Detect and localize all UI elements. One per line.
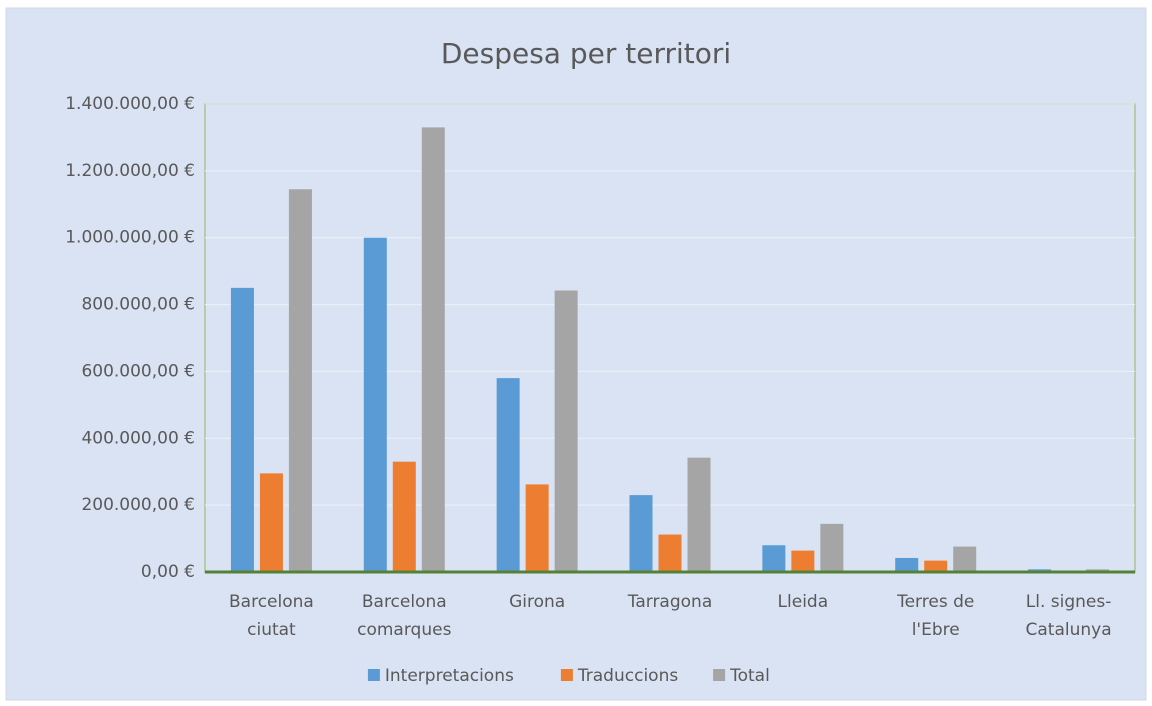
legend-swatch xyxy=(560,669,573,681)
bar xyxy=(525,484,549,572)
y-tick-label: 0,00 € xyxy=(141,562,195,582)
bar xyxy=(392,461,416,572)
legend-label: Total xyxy=(729,666,770,686)
x-tick-label-line: ciutat xyxy=(247,620,296,640)
bar xyxy=(554,290,578,572)
x-tick-label: Girona xyxy=(509,592,565,612)
bar xyxy=(629,495,653,572)
x-tick-label-line: Tarragona xyxy=(627,592,712,612)
legend-label: Interpretacions xyxy=(385,666,514,686)
y-tick-label: 1.000.000,00 € xyxy=(65,228,195,248)
bar xyxy=(820,523,844,572)
y-tick-label: 200.000,00 € xyxy=(81,495,195,515)
x-tick-label-line: comarques xyxy=(357,620,451,640)
x-tick-label: Ll. signes- Catalunya xyxy=(1026,592,1112,640)
x-tick-label-line: Barcelona xyxy=(362,592,447,612)
x-tick-label-line: Terres de xyxy=(896,592,974,612)
y-tick-label: 1.400.000,00 € xyxy=(65,94,195,114)
y-tick-label: 800.000,00 € xyxy=(81,295,195,315)
x-tick-label-line: Lleida xyxy=(778,592,829,612)
x-tick-label-line: Catalunya xyxy=(1026,620,1112,640)
x-tick-label: Tarragona xyxy=(627,592,712,612)
bar xyxy=(791,550,815,572)
chart-title: Despesa per territori xyxy=(441,37,731,70)
y-tick-label: 600.000,00 € xyxy=(81,361,195,381)
bar xyxy=(230,287,254,572)
x-tick-label-line: l'Ebre xyxy=(912,620,960,640)
x-tick-label: Terres de l'Ebre xyxy=(896,592,974,640)
x-tick-label: Barcelona ciutat xyxy=(229,592,314,640)
y-tick-label: 1.200.000,00 € xyxy=(65,161,195,181)
legend-label: Traduccions xyxy=(577,666,678,686)
bar xyxy=(924,560,948,572)
y-tick-label: 400.000,00 € xyxy=(81,428,195,448)
bar xyxy=(762,545,786,572)
bar xyxy=(363,237,387,572)
bar xyxy=(953,546,977,572)
legend-swatch xyxy=(367,669,380,681)
x-tick-label: Barcelona comarques xyxy=(357,592,451,640)
legend-swatch xyxy=(713,669,726,681)
bar xyxy=(687,457,711,572)
bar xyxy=(895,557,919,572)
bar xyxy=(421,127,445,573)
bar xyxy=(288,189,312,572)
bar xyxy=(496,378,520,572)
x-tick-label-line: Girona xyxy=(509,592,565,612)
x-tick-label-line: Ll. signes- xyxy=(1026,592,1112,612)
bar xyxy=(259,473,283,572)
x-tick-label: Lleida xyxy=(778,592,829,612)
x-tick-label-line: Barcelona xyxy=(229,592,314,612)
bar xyxy=(658,534,682,572)
